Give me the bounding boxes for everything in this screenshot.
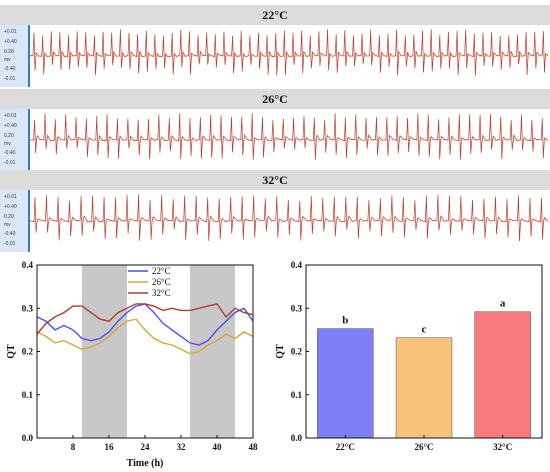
x-tick-label: 8	[71, 442, 76, 452]
scale-label: mv	[4, 57, 11, 63]
scale-label: mv	[4, 141, 11, 147]
x-tick-label: 48	[249, 442, 259, 452]
qt-bar-chart: b 22°C c 26°C a 32°C 0.0 0.1 0.2 0.3 0.4 QT	[275, 260, 543, 452]
y-tick-label: 0.1	[22, 390, 34, 400]
x-axis-label: Time (h)	[127, 458, 164, 469]
bar	[474, 311, 531, 439]
ecg-title: 26°C	[0, 89, 550, 109]
y-tick-label: 0.0	[22, 433, 34, 443]
series-line	[36, 318, 254, 355]
scale-label: mv	[4, 222, 11, 228]
scale-label: -0.40	[4, 231, 16, 237]
x-tick-label: 32°C	[493, 442, 512, 452]
y-tick-label: 0.2	[22, 347, 34, 357]
ecg-waveform	[30, 194, 549, 242]
ecg-scale: +0.01 +0.40 0.20 mv -0.40 -0.01	[0, 190, 30, 252]
x-tick-label: 32	[177, 442, 187, 452]
legend-label: 32°C	[152, 288, 171, 298]
ecg-trace	[30, 194, 549, 242]
ecg-trace	[30, 29, 549, 76]
x-tick-label: 16	[105, 442, 115, 452]
x-tick-label: 22°C	[336, 442, 355, 452]
scale-label: +0.01	[4, 113, 17, 119]
legend-label: 22°C	[152, 266, 171, 276]
y-axis-label: QT	[6, 344, 17, 359]
y-axis-label: QT	[275, 344, 286, 359]
ecg-scale: +0.01 +0.40 0.20 mv -0.40 -0.01	[0, 25, 30, 87]
legend-label: 26°C	[152, 277, 171, 287]
ecg-trace	[30, 113, 549, 160]
y-tick-label: 0.1	[291, 390, 303, 400]
x-tick-label: 40	[213, 442, 223, 452]
x-tick-label: 26°C	[414, 442, 433, 452]
ecg-title: 22°C	[0, 5, 550, 25]
y-tick-label: 0.2	[291, 347, 303, 357]
y-tick-label: 0.4	[291, 260, 303, 270]
significance-letter: c	[422, 324, 427, 336]
ecg-scale: +0.01 +0.40 0.20 mv -0.40 -0.01	[0, 109, 30, 171]
bar	[317, 328, 374, 439]
scale-label: +0.01	[4, 194, 17, 200]
x-tick-label: 24	[141, 442, 151, 452]
qt-line-chart: 0.0 0.1 0.2 0.3 0.4 8 16 24 32 40 48 Time (h) QT 22°C…	[6, 260, 259, 469]
scale-label: -0.01	[4, 160, 16, 166]
dark-period-shade	[82, 265, 127, 438]
ecg-trace-area: +0.01 +0.40 0.20 mv -0.40 -0.01	[0, 25, 550, 87]
scale-label: 0.20	[4, 133, 14, 139]
scale-label: -0.01	[4, 76, 16, 82]
ecg-trace-area: +0.01 +0.40 0.20 mv -0.40 -0.01	[0, 109, 550, 171]
y-tick-label: 0.4	[22, 260, 34, 270]
scale-label: +0.01	[4, 29, 17, 35]
ecg-waveform	[30, 113, 549, 160]
scale-label: -0.40	[4, 150, 16, 156]
y-tick-label: 0.3	[22, 303, 34, 313]
ecg-trace-area: +0.01 +0.40 0.20 mv -0.40 -0.01	[0, 190, 550, 252]
scale-label: +0.40	[4, 204, 17, 210]
scale-label: +0.40	[4, 123, 17, 129]
bar	[395, 337, 453, 439]
ecg-waveform	[30, 29, 549, 76]
significance-letter: b	[342, 315, 348, 327]
ecg-title: 32°C	[0, 170, 550, 190]
scale-label: -0.01	[4, 241, 16, 247]
scale-label: 0.20	[4, 49, 14, 55]
scale-label: +0.40	[4, 39, 17, 45]
series-line	[36, 303, 254, 335]
scale-label: 0.20	[4, 214, 14, 220]
scale-label: -0.40	[4, 66, 16, 72]
y-tick-label: 0.0	[291, 433, 303, 443]
y-tick-label: 0.3	[291, 303, 303, 313]
significance-letter: a	[500, 298, 506, 310]
